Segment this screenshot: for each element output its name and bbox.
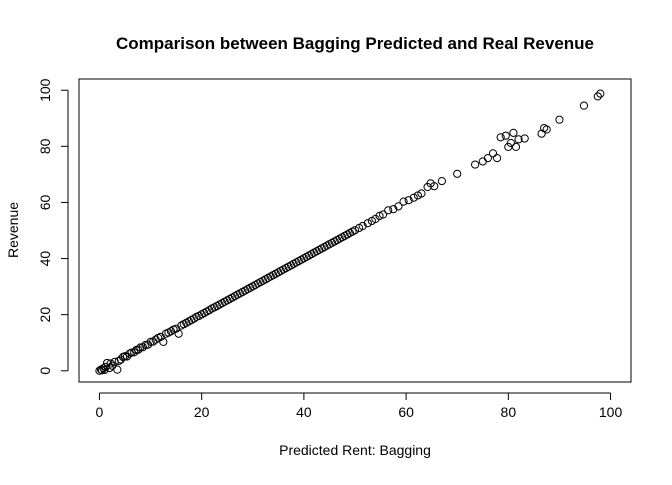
plot-frame <box>78 78 632 383</box>
data-point <box>384 206 393 215</box>
data-point <box>478 157 487 166</box>
data-point <box>105 363 114 373</box>
data-point <box>146 337 155 346</box>
data-point <box>542 125 551 134</box>
data-point <box>492 154 502 163</box>
data-point <box>166 327 176 336</box>
data-point <box>404 196 413 205</box>
data-point <box>511 142 521 151</box>
data-point <box>409 193 418 202</box>
data-point <box>555 115 564 124</box>
data-point <box>189 314 199 323</box>
data-point <box>520 134 529 143</box>
data-point <box>453 169 462 178</box>
data-point <box>106 359 115 368</box>
data-point <box>593 92 602 101</box>
y-tick-label: 0 <box>37 367 53 375</box>
data-point <box>417 189 426 198</box>
data-point <box>151 335 160 344</box>
data-point <box>394 202 403 211</box>
data-point <box>379 210 388 219</box>
data-point <box>579 101 589 110</box>
data-point <box>471 160 480 169</box>
data-point <box>159 337 168 346</box>
y-axis: 0 20 40 60 80 100 <box>37 78 69 375</box>
data-point <box>375 211 384 221</box>
data-point <box>130 348 139 357</box>
data-point <box>506 138 515 148</box>
y-tick-label: 80 <box>37 138 53 154</box>
data-point <box>127 348 136 357</box>
x-axis-label: Predicted Rent: Bagging <box>279 442 431 458</box>
data-point <box>389 205 398 214</box>
y-tick-label: 100 <box>37 78 53 102</box>
data-point <box>363 219 372 228</box>
data-point <box>596 89 605 98</box>
x-tick-label: 0 <box>96 404 104 420</box>
y-tick-label: 60 <box>37 194 53 210</box>
data-point <box>136 343 145 352</box>
data-point <box>174 329 183 338</box>
data-point <box>483 154 492 163</box>
data-point <box>488 149 498 158</box>
data-point <box>399 197 408 206</box>
data-point <box>138 343 147 352</box>
data-point <box>113 365 122 374</box>
y-axis-label: Revenue <box>5 202 21 258</box>
x-tick-label: 40 <box>296 404 312 420</box>
x-axis: 0 20 40 60 80 100 <box>96 392 623 420</box>
data-points <box>95 89 605 375</box>
x-tick-label: 20 <box>194 404 210 420</box>
data-point <box>430 182 439 191</box>
x-tick-label: 100 <box>599 404 623 420</box>
data-point <box>501 131 510 140</box>
data-point <box>437 177 446 186</box>
data-point <box>509 128 518 137</box>
data-point <box>496 133 505 142</box>
y-tick-label: 40 <box>37 251 53 267</box>
data-point <box>350 226 360 235</box>
data-point <box>514 135 523 144</box>
x-tick-label: 60 <box>398 404 414 420</box>
chart-title: Comparison between Bagging Predicted and… <box>116 34 594 53</box>
x-tick-label: 80 <box>501 404 517 420</box>
y-tick-label: 20 <box>37 307 53 323</box>
data-point <box>125 349 134 358</box>
data-point <box>134 345 143 354</box>
data-point <box>205 306 214 315</box>
data-point <box>537 129 546 138</box>
data-point <box>103 358 112 368</box>
data-point <box>358 221 367 231</box>
